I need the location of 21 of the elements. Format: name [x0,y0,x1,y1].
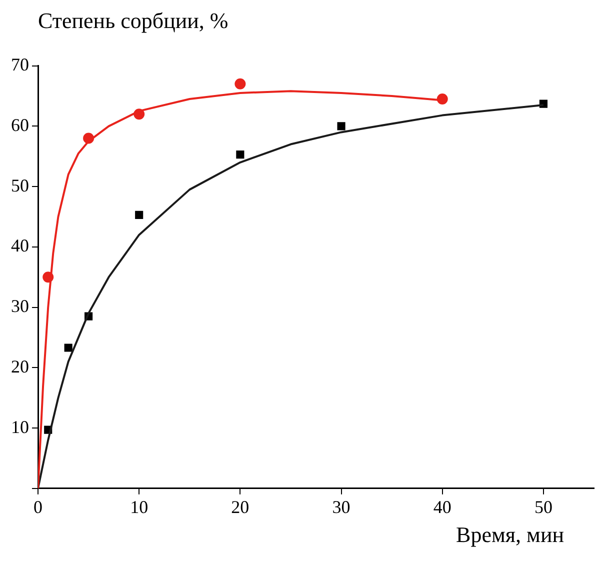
y-axis-title: Степень сорбции, % [38,8,230,35]
y-tick-label: 10 [11,416,29,437]
y-tick-label: 50 [11,175,29,196]
x-tick-label: 50 [534,496,552,517]
y-tick-label: 30 [11,296,29,316]
x-axis-title: Время, мин [455,522,565,548]
y-tick-label: 40 [11,236,29,256]
x-tick-label: 10 [130,496,148,517]
point [234,78,246,90]
x-tick-label: 40 [433,496,452,517]
point [64,344,72,352]
y-tick-label: 20 [11,356,29,376]
y-tick-label: 70 [11,54,29,75]
point [337,122,346,130]
x-tick-label: 20 [231,496,250,517]
x-tick-label: 30 [332,496,350,517]
y-tick-label: 60 [11,114,29,135]
point [236,150,244,159]
point [135,210,144,219]
x-tick-label: 0 [34,496,42,517]
point [436,94,448,105]
